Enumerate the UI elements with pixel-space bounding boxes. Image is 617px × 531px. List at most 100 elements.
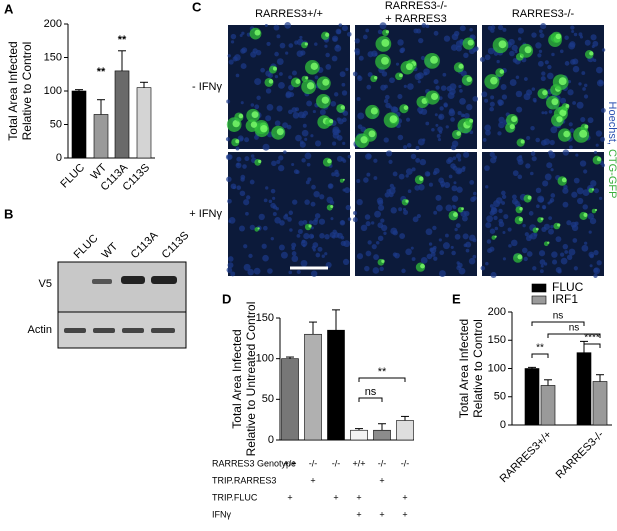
nucleus [501,94,508,100]
nucleus [371,244,377,250]
nucleus [593,150,598,155]
nucleus [595,66,603,74]
nucleus [560,97,567,104]
nucleus [592,40,599,47]
nucleus [538,250,546,257]
nucleus [456,186,463,193]
nucleus [537,60,544,67]
nucleus [240,101,244,105]
nucleus [454,227,458,232]
nucleus [265,186,269,190]
nucleus [450,144,457,151]
nucleus [521,247,528,254]
infected-cell [268,79,274,84]
nucleus [497,24,504,31]
row-label: - IFNγ [192,81,222,93]
nucleus [490,271,497,279]
y-axis-label: Relative to Control [471,319,485,418]
nucleus [364,265,370,272]
nucleus [285,92,292,99]
nucleus [581,244,589,252]
infected-cell [368,130,376,138]
nucleus [493,200,501,208]
nucleus [445,204,453,212]
infected-cell [456,131,462,136]
nucleus [260,67,265,73]
nucleus [278,155,284,161]
infected-cell [520,139,525,144]
infected-cell [547,241,550,244]
nucleus [384,84,388,89]
nucleus [226,154,233,160]
bar [327,329,345,441]
infected-cell [305,76,309,80]
infected-cell [498,40,507,49]
bar [524,368,540,426]
nucleus [437,126,443,133]
nucleus [270,237,274,241]
nucleus [234,54,241,61]
nucleus [284,22,292,29]
nucleus [564,250,569,254]
nucleus [432,225,437,231]
nucleus [434,113,438,117]
nucleus [283,214,289,220]
nucleus [576,101,584,109]
nucleus [459,97,466,105]
column-label: + RARRES3 [385,13,446,25]
significance: ** [97,66,106,78]
nucleus [230,271,236,277]
nucleus [265,88,272,94]
nucleus [551,52,555,57]
nucleus [485,261,489,266]
legend-label: FLUC [552,280,584,294]
panel-label: A [4,1,14,16]
y-axis-label: Total Area Infected [457,319,471,418]
nucleus [540,264,544,268]
nucleus [489,246,495,252]
nucleus [253,267,261,275]
nucleus [385,150,393,157]
table-cell: +/+ [283,458,296,468]
significance: **** [584,333,600,344]
nucleus [267,268,273,274]
nucleus [443,102,448,107]
infected-cell [458,63,464,69]
nucleus [462,233,469,240]
infected-cell [260,125,268,133]
nucleus [365,221,371,227]
nucleus [531,32,537,38]
nucleus [481,91,488,98]
nucleus [236,156,242,162]
nucleus [539,269,544,274]
nucleus [445,125,449,129]
nucleus [458,84,462,89]
infected-cell [551,98,559,106]
nucleus [448,109,456,117]
western-blot [57,261,187,349]
nucleus [447,92,455,100]
infected-cell [381,259,385,263]
nucleus [531,87,536,91]
nucleus [345,204,351,211]
infected-cell [535,227,539,231]
nucleus [397,39,404,46]
nucleus [228,219,232,223]
micrograph [225,150,352,277]
nucleus [292,112,300,119]
nucleus [516,106,523,113]
nucleus [282,122,289,129]
nucleus [262,254,269,262]
nucleus [507,227,512,232]
table-row-label: TRIP.RARRES3 [212,475,276,485]
nucleus [314,42,318,46]
nucleus [357,112,365,120]
nucleus [578,82,582,86]
nucleus [584,241,588,245]
significance-bracket [547,333,601,338]
lane-label: WT [100,240,121,261]
nucleus [345,67,349,72]
nucleus [472,254,477,259]
nucleus [501,201,506,205]
